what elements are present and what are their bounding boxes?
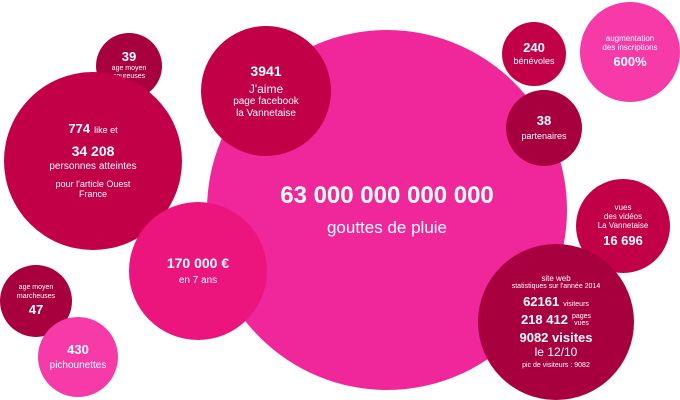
age-coureuses-label1: age moyen [111,65,147,73]
partenaires-value: 38 [536,113,552,129]
like-row: 774 like et [68,121,118,137]
article-line2: France [78,189,107,200]
visits-date: le 12/10 [534,344,578,359]
budget-label: en 7 ans [178,275,218,287]
inscriptions-label2: des inscriptions [602,43,658,53]
visitors-row: 62161 visiteurs [523,293,589,310]
reach-label: personnes atteintes [49,161,137,173]
bubble-pichounettes: 430 pichounettes [38,317,118,397]
main-label: gouttes de pluie [326,218,448,238]
age-marcheuses-label2: marcheuses [16,292,56,300]
inscriptions-label1: augmentation [605,33,655,43]
peak-visitors: pic de visiteurs : 9082 [522,362,590,370]
web-title2: statistiques sur l'année 2014 [511,282,601,290]
budget-value: 170 000 € [166,255,230,272]
bubble-website-stats: site web statistiques sur l'année 2014 6… [478,244,634,400]
facebook-line3: la Vannetaise [236,107,296,119]
videos-label3: La Vannetaise [597,221,649,231]
visitors-value: 62161 [523,293,560,309]
benevoles-label: bénévoles [513,56,555,67]
inscriptions-value: 600% [613,54,647,70]
pichounettes-value: 430 [67,341,89,357]
videos-value: 16 696 [603,233,643,249]
article-line1: pour l'article Ouest [55,178,131,189]
bubble-inscriptions: augmentation des inscriptions 600% [580,2,680,102]
like-label: like et [94,125,118,136]
facebook-value: 3941 [250,62,282,79]
visitors-label: visiteurs [563,300,589,308]
age-coureuses-label2: coureuses [112,73,146,81]
benevoles-value: 240 [523,40,545,56]
pages-label1: pages [571,313,592,321]
bubble-partenaires: 38 partenaires [506,90,582,166]
bubble-budget: 170 000 € en 7 ans [129,202,267,340]
age-marcheuses-label1: age moyen [18,284,54,292]
facebook-line2: page facebook [233,96,299,108]
videos-label1: vues [614,202,632,212]
visits-value: 9082 visites [519,329,593,345]
age-marcheuses-value: 47 [28,301,44,317]
bubble-benevoles: 240 bénévoles [502,22,566,86]
pages-row: 218 412 pages vues [520,311,591,328]
videos-label2: des vidéos [603,211,643,221]
reach-value: 34 208 [71,143,115,160]
web-title1: site web [541,273,571,283]
pages-label-group: pages vues [572,313,591,327]
pichounettes-label: pichounettes [49,359,107,371]
pages-value: 218 412 [520,311,568,327]
pages-label2: vues [574,320,589,328]
age-coureuses-value: 39 [121,49,137,65]
facebook-line1: J'aime [248,81,284,96]
like-value: 774 [68,121,91,137]
bubble-facebook: 3941 J'aime page facebook la Vannetaise [201,26,331,156]
partenaires-label: partenaires [521,131,567,142]
main-value: 63 000 000 000 000 [280,182,494,210]
